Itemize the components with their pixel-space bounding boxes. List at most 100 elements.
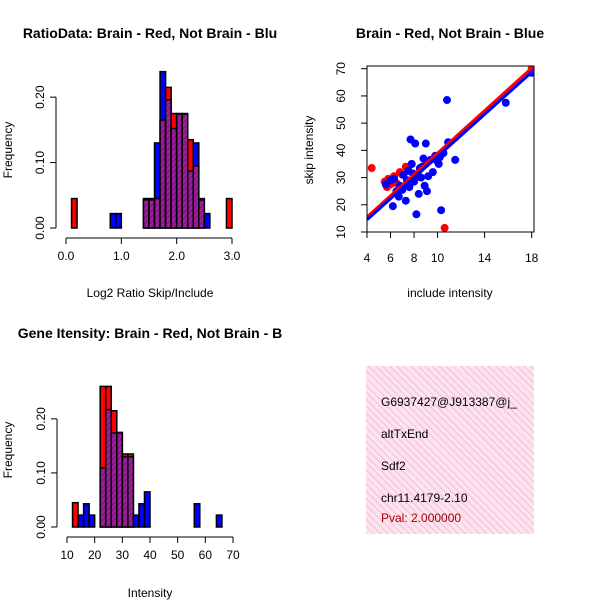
bar-overlap-2-9 (127, 455, 135, 528)
point-red-0 (367, 164, 376, 173)
ratio-histogram-bars (70, 70, 233, 229)
y-tick-label: 60 (334, 89, 348, 103)
point-blue-30 (428, 168, 437, 177)
trend-line-blue (367, 68, 534, 221)
p-value: Pval: 2.000000 (381, 511, 462, 525)
info-panel: G6937427@J913387@j_ altTxEnd Sdf2 chr11.… (366, 366, 534, 534)
y-tick-label: 0.20 (34, 407, 48, 431)
scatter-marks (367, 66, 534, 232)
bar-blue-0-14 (203, 212, 211, 229)
point-blue-17 (411, 139, 420, 148)
x-tick-label: 8 (411, 251, 418, 265)
bar-overlap-0-9 (175, 113, 183, 229)
x-tick-label: 40 (143, 548, 157, 562)
intensity-histogram-title: Gene Itensity: Brain - Red, Not Brain - … (18, 325, 282, 341)
bar-blue-2-1 (77, 514, 85, 528)
x-tick-label: 0.0 (58, 249, 75, 263)
y-tick-label: 30 (334, 171, 348, 185)
intensity-histogram-ylabel: Frequency (1, 422, 15, 479)
genomic-location: chr11.4179-2.10 (381, 491, 468, 505)
ratio-histogram-xlabel: Log2 Ratio Skip/Include (87, 286, 214, 300)
intensity-scatter: Brain - Red, Not Brain - Blue include in… (302, 25, 544, 300)
bar-overlap-0-7 (164, 99, 172, 229)
point-blue-40 (501, 98, 510, 107)
x-tick-label: 14 (478, 251, 492, 265)
intensity-histogram-axes: 0.00 0.10 0.20 10 20 30 40 50 60 70 (34, 407, 240, 562)
scatter-axes: 4 6 8 10 14 18 10 20 30 40 50 60 70 (334, 62, 539, 265)
x-tick-label: 6 (387, 251, 394, 265)
x-tick-label: 4 (364, 251, 371, 265)
x-tick-label: 60 (199, 548, 213, 562)
bar-overlap-2-5 (104, 408, 113, 528)
bar-blue-2-11 (138, 502, 146, 528)
point-blue-39 (451, 155, 460, 164)
bar-overlap-2-6 (110, 432, 118, 528)
y-tick-label: 0.20 (33, 85, 47, 109)
intensity-histogram-bars (71, 385, 223, 528)
point-blue-24 (419, 154, 428, 163)
x-tick-label: 10 (431, 251, 445, 265)
bar-overlap-0-5 (153, 197, 161, 229)
bar-blue-2-2 (82, 502, 90, 528)
trend-line-red (367, 66, 534, 219)
x-tick-label: 70 (226, 548, 240, 562)
bar-red-0-15 (225, 197, 233, 229)
point-blue-37 (442, 96, 451, 105)
bar-blue-2-3 (88, 514, 96, 528)
scatter-title: Brain - Red, Not Brain - Blue (356, 25, 544, 41)
event-type: altTxEnd (381, 427, 429, 441)
point-blue-18 (412, 210, 421, 219)
x-tick-label: 10 (60, 548, 74, 562)
bar-overlap-0-8 (170, 127, 178, 229)
point-blue-20 (414, 189, 423, 198)
scatter-ylabel: skip intensity (302, 116, 316, 185)
bar-blue-2-12 (143, 491, 151, 528)
bar-overlap-0-11 (186, 170, 195, 229)
x-tick-label: 30 (116, 548, 130, 562)
x-tick-label: 50 (171, 548, 185, 562)
y-tick-label: 0.10 (34, 461, 48, 485)
point-blue-2 (388, 202, 397, 211)
x-tick-label: 1.0 (113, 249, 130, 263)
point-blue-3 (390, 174, 399, 183)
bar-red-2-0 (71, 501, 79, 528)
point-blue-26 (421, 139, 430, 148)
x-tick-label: 20 (88, 548, 102, 562)
intensity-histogram-xlabel: Intensity (128, 586, 173, 600)
bar-blue-2-15 (193, 502, 201, 528)
ratio-histogram: RatioData: Brain - Red, Not Brain - Blu … (1, 25, 277, 300)
bar-overlap-0-10 (181, 113, 189, 229)
point-blue-35 (437, 206, 446, 215)
bar-overlap-0-3 (142, 199, 150, 229)
bar-overlap-0-4 (148, 199, 156, 229)
point-blue-33 (434, 159, 443, 168)
bar-blue-2-16 (215, 514, 223, 528)
point-blue-14 (407, 159, 416, 168)
point-red-15 (440, 223, 449, 232)
bar-blue-0-2 (115, 212, 123, 229)
y-tick-label: 10 (334, 225, 348, 239)
bar-overlap-0-6 (159, 119, 167, 229)
bar-overlap-2-4 (99, 467, 107, 528)
bar-overlap-2-8 (121, 455, 129, 528)
gene-name: Sdf2 (381, 459, 406, 473)
x-tick-label: 18 (525, 251, 539, 265)
x-tick-label: 2.0 (168, 249, 185, 263)
bar-overlap-0-12 (192, 165, 200, 229)
point-blue-27 (422, 187, 431, 196)
y-tick-label: 0.00 (33, 216, 47, 240)
ratio-histogram-axes: 0.00 0.10 0.20 0.0 1.0 2.0 3.0 (33, 85, 241, 263)
y-tick-label: 50 (334, 116, 348, 130)
y-tick-label: 40 (334, 143, 348, 157)
ratio-histogram-ylabel: Frequency (1, 122, 15, 179)
intensity-histogram: Gene Itensity: Brain - Red, Not Brain - … (1, 325, 282, 600)
bar-overlap-0-13 (198, 199, 206, 229)
y-tick-label: 70 (334, 62, 348, 76)
bar-blue-2-10 (132, 514, 140, 528)
y-tick-label: 20 (334, 198, 348, 212)
probe-id: G6937427@J913387@j_ (381, 395, 517, 409)
point-blue-22 (417, 173, 426, 182)
scatter-xlabel: include intensity (407, 286, 492, 300)
ratio-histogram-title: RatioData: Brain - Red, Not Brain - Blu (23, 25, 277, 41)
